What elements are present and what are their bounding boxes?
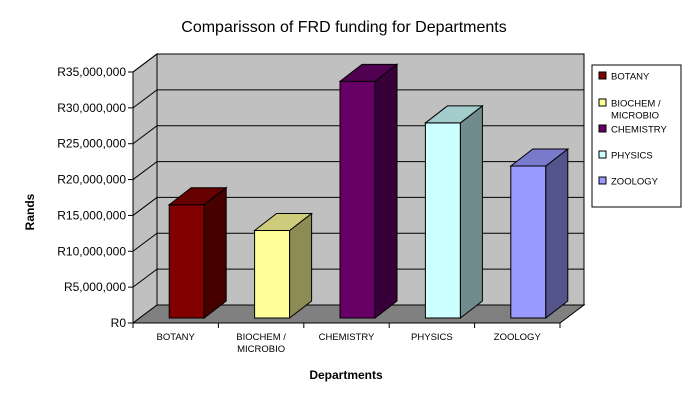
legend-swatch [598, 71, 607, 80]
bar-3 [338, 63, 399, 320]
bar-front [424, 122, 461, 319]
y-tick-label: R25,000,000 [57, 137, 126, 151]
legend-label: PHYSICS [611, 151, 653, 162]
bar-top [423, 105, 484, 124]
bar-side [203, 186, 227, 320]
bar-2 [253, 212, 314, 320]
bars [167, 63, 570, 320]
x-tick-label: BIOCHEM / MICROBIO [236, 332, 286, 355]
legend-swatch [598, 150, 607, 159]
x-tick-label: CHEMISTRY [319, 332, 375, 343]
legend-swatch [598, 124, 607, 133]
bar-front [339, 80, 376, 319]
bar-front [510, 165, 547, 319]
bar-top [509, 148, 570, 167]
legend-label: BIOCHEM / MICROBIO [611, 99, 661, 122]
legend-item: ZOOLOGY [598, 176, 659, 188]
bar-front [168, 204, 205, 319]
legend-item: PHYSICS [598, 150, 653, 162]
x-tick-label: ZOOLOGY [494, 332, 542, 343]
bar-1 [167, 186, 228, 320]
bar-side [374, 63, 398, 320]
x-tick-label: BOTANY [157, 332, 196, 343]
legend-item: BIOCHEM / MICROBIO [598, 98, 661, 122]
bar-top [167, 187, 228, 206]
bar-side [459, 104, 483, 320]
y-tick-label: R20,000,000 [57, 173, 126, 187]
bar-side [545, 147, 569, 320]
y-tick-label: R0 [111, 316, 127, 330]
bar-top [253, 213, 314, 232]
legend-label: ZOOLOGY [611, 177, 659, 188]
side-wall [132, 53, 158, 324]
bar-front [254, 230, 291, 319]
x-axis-label: Departments [309, 368, 383, 382]
y-tick-label: R30,000,000 [57, 101, 126, 115]
bar-top [338, 63, 399, 82]
y-tick-label: R10,000,000 [57, 244, 126, 258]
legend-label: CHEMISTRY [611, 125, 667, 136]
legend-swatch [598, 176, 607, 185]
legend-swatch [598, 98, 607, 107]
x-tick-label: PHYSICS [411, 332, 453, 343]
bar-4 [423, 104, 484, 320]
y-axis-label: Rands [23, 193, 37, 230]
y-tick-label: R35,000,000 [57, 65, 126, 79]
legend-item: CHEMISTRY [598, 124, 667, 136]
legend-label: BOTANY [611, 72, 650, 83]
gridline [132, 89, 584, 109]
bar-side [289, 212, 313, 320]
legend-box [591, 64, 682, 208]
bar-5 [509, 147, 570, 320]
y-tick-label: R15,000,000 [57, 208, 126, 222]
legend: BOTANY BIOCHEM / MICROBIO CHEMISTRY PHYSICS Z… [591, 64, 682, 208]
y-tick-label: R5,000,000 [64, 280, 126, 294]
legend-item: BOTANY [598, 71, 650, 83]
x-axis-ticks: BOTANY BIOCHEM / MICROBIO CHEMISTRY PHYSICS Z… [132, 323, 561, 355]
chart-title: Comparisson of FRD funding for Departmen… [181, 19, 506, 36]
gridline [132, 53, 584, 73]
y-axis-ticks: R0 R5,000,000 R10,000,000 R15,000,000 R20,00… [57, 65, 134, 330]
